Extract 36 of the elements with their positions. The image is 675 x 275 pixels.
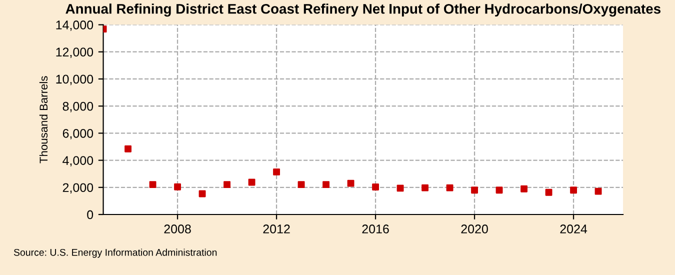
point xyxy=(198,190,206,198)
y-tick-label: 4,000 xyxy=(62,156,94,166)
point xyxy=(594,188,602,195)
y-tick-label: 6,000 xyxy=(62,128,94,140)
x-tick-label: 2020 xyxy=(461,224,488,234)
point xyxy=(273,168,280,176)
point xyxy=(520,185,528,192)
point xyxy=(372,184,379,190)
y-axis-title: Thousand Barrels xyxy=(39,76,48,164)
point xyxy=(396,184,404,192)
point xyxy=(570,186,577,194)
point xyxy=(422,184,428,192)
point xyxy=(471,186,478,194)
point xyxy=(149,181,156,188)
y-tick-label: 10,000 xyxy=(56,74,94,86)
x-tick-label: 2016 xyxy=(362,224,389,234)
point xyxy=(224,181,230,188)
chart-title: Annual Refining District East Coast Refinery Net Input of Other Hydrocarbons/Oxygenates xyxy=(66,4,660,17)
x-tick-label: 2024 xyxy=(560,224,588,234)
point xyxy=(496,186,503,194)
point xyxy=(446,184,454,192)
point xyxy=(248,178,256,186)
y-tick-label: 2,000 xyxy=(62,183,94,194)
point xyxy=(322,181,330,188)
y-tick-label: 0 xyxy=(87,210,94,220)
y-tick-label: 14,000 xyxy=(56,20,94,31)
x-tick-label: 2012 xyxy=(263,224,290,234)
point xyxy=(298,181,305,188)
y-tick-label: 12,000 xyxy=(56,48,94,58)
point xyxy=(347,180,354,187)
point xyxy=(124,145,132,152)
point xyxy=(545,188,552,196)
point xyxy=(174,183,181,190)
y-tick-label: 8,000 xyxy=(62,102,94,112)
x-tick-label: 2008 xyxy=(164,224,191,234)
source-note: Source: U.S. Energy Information Administration xyxy=(14,248,217,258)
